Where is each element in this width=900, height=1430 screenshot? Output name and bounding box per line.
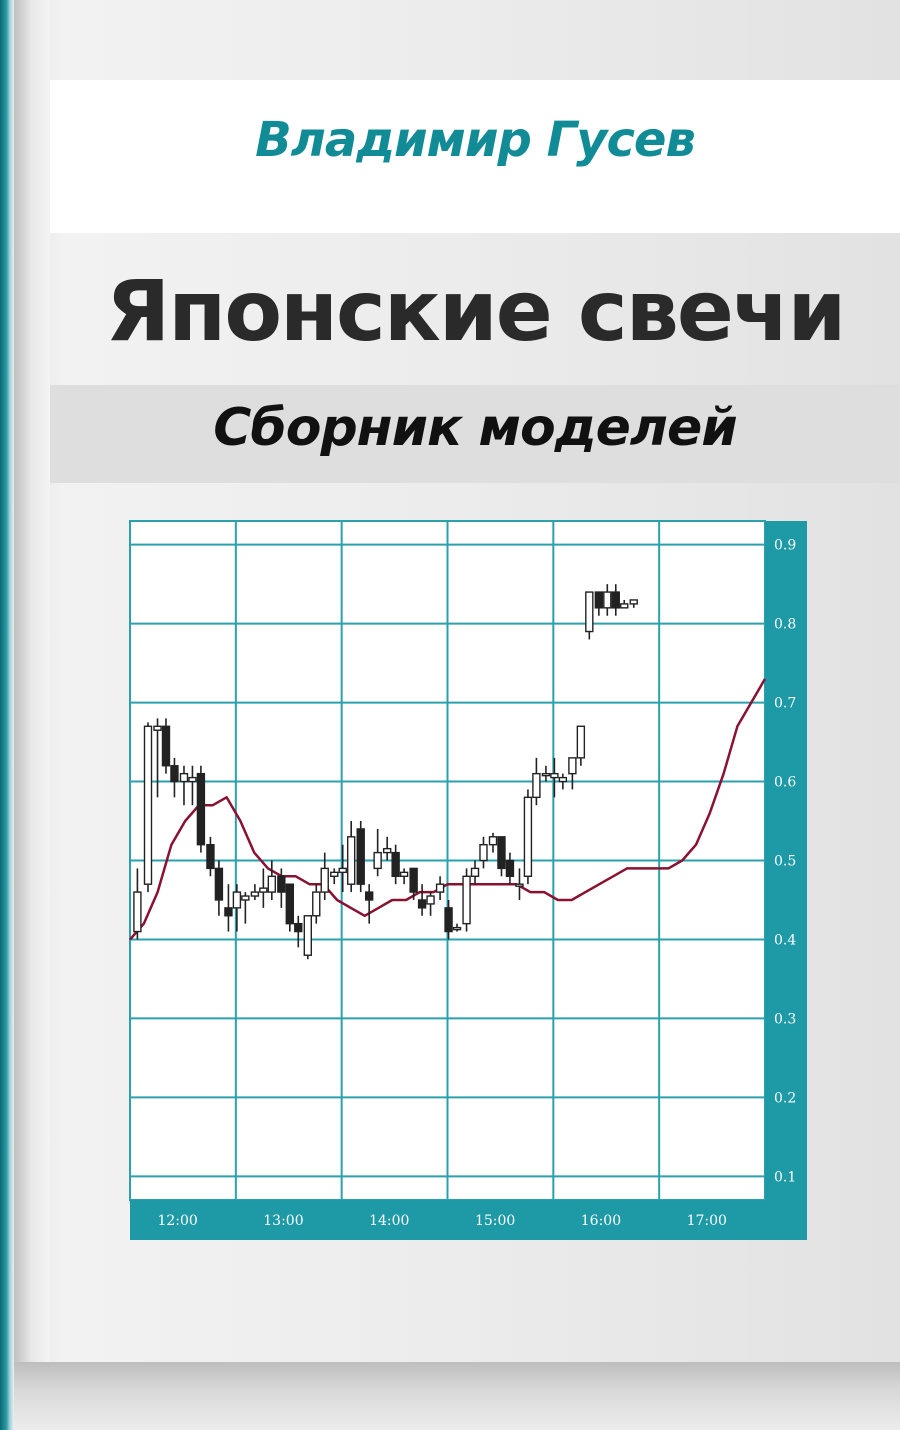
x-tick-label: 17:00 xyxy=(687,1213,727,1229)
candle-body xyxy=(338,867,347,874)
candle-body xyxy=(179,772,189,783)
candle-body xyxy=(206,844,215,870)
candle-body xyxy=(426,895,435,905)
x-tick-label: 14:00 xyxy=(369,1213,409,1229)
y-tick-label: 0.4 xyxy=(774,932,796,948)
y-tick-label: 0.5 xyxy=(774,854,796,870)
candle-body xyxy=(550,772,559,779)
candle-body xyxy=(161,725,171,767)
candle-body xyxy=(373,851,382,870)
author-name: Владимир Гусев xyxy=(255,112,696,168)
candle-body xyxy=(479,844,488,862)
candle-body xyxy=(303,915,312,956)
candle-body xyxy=(497,836,506,870)
candle-body xyxy=(611,591,620,609)
candle-body xyxy=(603,591,612,609)
y-tick-label: 0.9 xyxy=(774,538,796,554)
y-tick-label: 0.8 xyxy=(774,617,796,633)
book-subtitle: Сборник моделей xyxy=(213,398,737,458)
candle-body xyxy=(364,891,374,901)
x-axis-bar xyxy=(130,1200,807,1240)
candle-body xyxy=(435,883,445,893)
subtitle-band xyxy=(50,385,900,483)
candle-body xyxy=(320,867,329,893)
candle-body xyxy=(224,907,233,917)
y-axis-bar xyxy=(765,521,807,1240)
page-edge xyxy=(14,1362,900,1430)
candle-body xyxy=(277,875,286,893)
candle-body xyxy=(576,725,586,759)
candle-body xyxy=(409,867,418,893)
candle-body xyxy=(488,836,498,846)
book-title: Японские свечи xyxy=(105,262,847,360)
candle-body xyxy=(532,772,541,799)
candle-body xyxy=(594,591,604,609)
candle-body xyxy=(444,907,453,933)
x-tick-label: 16:00 xyxy=(581,1213,621,1229)
candle-body xyxy=(153,725,162,731)
candle-body xyxy=(346,836,356,885)
candle-body xyxy=(505,859,515,877)
y-tick-label: 0.6 xyxy=(774,775,796,791)
candle-body xyxy=(568,757,577,775)
candle-body xyxy=(462,875,471,925)
candle-body xyxy=(188,776,197,783)
candle-body xyxy=(541,772,551,777)
candle-body xyxy=(196,772,206,846)
candle-body xyxy=(232,891,242,909)
candle-body xyxy=(452,926,462,931)
candle-body xyxy=(620,603,629,609)
candle-body xyxy=(470,867,480,877)
candle-body xyxy=(143,725,153,885)
candle-body xyxy=(259,887,268,893)
y-tick-label: 0.2 xyxy=(774,1090,796,1106)
spine-shadow xyxy=(14,0,50,1430)
candle-body xyxy=(399,871,409,877)
candle-body xyxy=(558,776,568,783)
candle-body xyxy=(523,796,533,877)
y-tick-label: 0.3 xyxy=(774,1011,796,1027)
y-tick-label: 0.1 xyxy=(774,1169,796,1185)
candle-body xyxy=(585,591,594,633)
y-tick-label: 0.7 xyxy=(774,696,796,712)
x-tick-label: 12:00 xyxy=(157,1213,197,1229)
candle-body xyxy=(330,871,339,877)
candle-body xyxy=(214,867,224,901)
moving-average-line xyxy=(129,678,767,941)
candle-body xyxy=(382,847,392,854)
candle-body xyxy=(417,899,427,909)
candle-body xyxy=(267,875,277,893)
candle-body xyxy=(250,891,260,897)
candle-body xyxy=(133,891,142,933)
x-tick-label: 15:00 xyxy=(475,1213,515,1229)
candle-body xyxy=(629,599,638,605)
author-band xyxy=(50,80,900,233)
x-tick-label: 13:00 xyxy=(263,1213,303,1229)
candle-body xyxy=(356,828,365,885)
candle-body xyxy=(241,895,250,901)
candle-body xyxy=(391,851,400,877)
candle-body xyxy=(170,765,179,783)
book-spine xyxy=(0,0,14,1430)
candle-body xyxy=(294,922,303,933)
candle-body xyxy=(312,891,321,917)
candle-body xyxy=(285,883,295,925)
candle-body xyxy=(515,883,524,887)
